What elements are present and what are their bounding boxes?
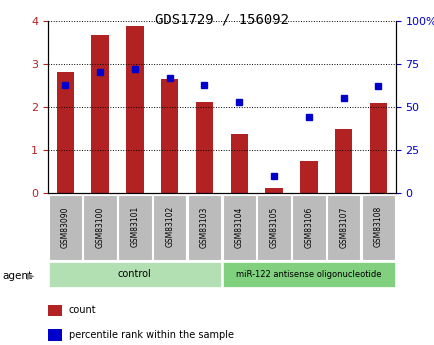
Text: GSM83106: GSM83106	[304, 206, 312, 247]
Text: control: control	[118, 269, 151, 279]
Text: GDS1729 / 156092: GDS1729 / 156092	[155, 12, 288, 26]
Text: GSM83104: GSM83104	[234, 206, 243, 247]
FancyBboxPatch shape	[292, 195, 325, 260]
Bar	[334, 129, 352, 193]
FancyBboxPatch shape	[153, 195, 186, 260]
Bar	[161, 79, 178, 193]
Text: GSM83090: GSM83090	[61, 206, 69, 248]
FancyBboxPatch shape	[187, 195, 220, 260]
Text: GSM83101: GSM83101	[130, 206, 139, 247]
Bar	[56, 72, 74, 193]
Text: miR-122 antisense oligonucleotide: miR-122 antisense oligonucleotide	[236, 270, 381, 279]
Text: agent: agent	[2, 271, 32, 281]
Text: GSM83103: GSM83103	[200, 206, 208, 247]
FancyBboxPatch shape	[49, 263, 220, 287]
Text: GSM83107: GSM83107	[339, 206, 347, 247]
Text: GSM83102: GSM83102	[165, 206, 174, 247]
FancyBboxPatch shape	[222, 263, 394, 287]
Bar	[265, 188, 282, 193]
Bar	[369, 103, 386, 193]
Bar	[48, 305, 62, 316]
Text: GSM83100: GSM83100	[95, 206, 104, 247]
FancyBboxPatch shape	[83, 195, 116, 260]
FancyBboxPatch shape	[118, 195, 151, 260]
Bar	[126, 26, 143, 193]
Bar	[299, 161, 317, 193]
Bar	[195, 102, 213, 193]
Bar	[48, 329, 62, 341]
Text: GSM83105: GSM83105	[269, 206, 278, 247]
Text: ▶: ▶	[27, 271, 35, 281]
FancyBboxPatch shape	[326, 195, 359, 260]
Bar	[230, 134, 247, 193]
FancyBboxPatch shape	[222, 195, 255, 260]
FancyBboxPatch shape	[49, 195, 82, 260]
Text: GSM83108: GSM83108	[373, 206, 382, 247]
FancyBboxPatch shape	[361, 195, 394, 260]
Text: percentile rank within the sample: percentile rank within the sample	[69, 330, 233, 340]
Text: count: count	[69, 305, 96, 315]
FancyBboxPatch shape	[257, 195, 290, 260]
Bar	[91, 35, 108, 193]
